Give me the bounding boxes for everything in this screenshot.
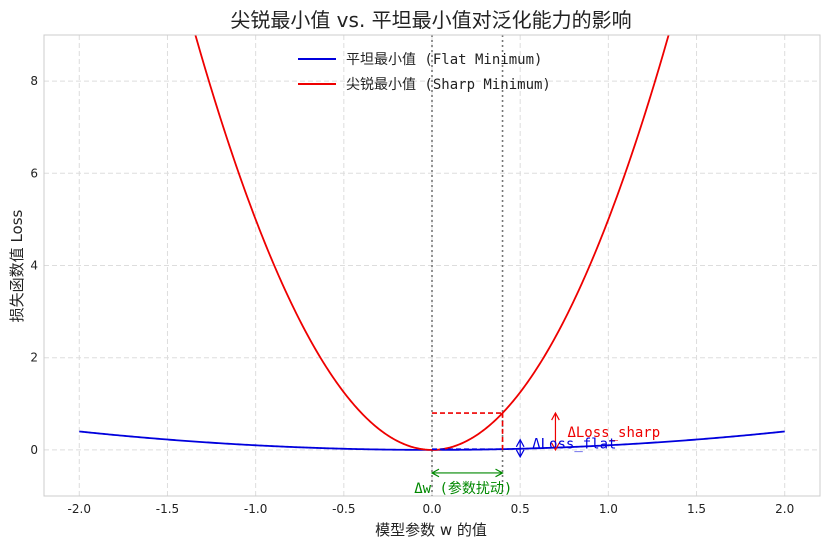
legend-label: 尖锐最小值 (Sharp Minimum) <box>346 77 551 93</box>
x-tick-label: 0.5 <box>511 502 530 516</box>
plot-frame <box>43 34 821 497</box>
x-tick-label: -1.5 <box>156 502 179 516</box>
y-ticks: 0 2 4 6 8 <box>30 74 38 457</box>
delta-loss-sharp-arrow <box>551 411 560 452</box>
delta-loss-flat-arrow-head <box>515 449 525 459</box>
delta-loss-sharp-arrow-head <box>551 442 560 452</box>
x-tick-label: -0.5 <box>332 502 355 516</box>
chart-title: 尖锐最小值 vs. 平坦最小值对泛化能力的影响 <box>230 8 631 32</box>
x-tick-label: -1.0 <box>244 502 267 516</box>
y-tick-label: 8 <box>30 74 38 88</box>
y-axis-label: 损失函数值 Loss <box>8 209 26 322</box>
legend-label: 平坦最小值 (Flat Minimum) <box>346 52 542 68</box>
delta-loss-flat-label: ΔLoss_flat <box>532 436 616 452</box>
x-tick-label: 0.0 <box>422 502 441 516</box>
y-tick-label: 2 <box>30 351 38 365</box>
delta-w-arrow <box>430 468 504 478</box>
delta-w-label: Δw (参数扰动) <box>414 480 512 497</box>
delta-loss-sharp-arrow-head <box>551 411 560 421</box>
x-tick-label: 1.5 <box>687 502 706 516</box>
delta-loss-flat-arrow <box>515 438 525 459</box>
delta-loss-flat-arrow-head <box>515 438 525 448</box>
x-axis-label: 模型参数 w 的值 <box>375 521 487 539</box>
delta-loss-sharp-label: ΔLoss_sharp <box>567 425 660 441</box>
x-tick-label: 2.0 <box>775 502 794 516</box>
y-tick-label: 4 <box>30 259 38 273</box>
plot-area <box>79 35 785 496</box>
legend: 平坦最小值 (Flat Minimum) 尖锐最小值 (Sharp Minimum… <box>298 52 551 93</box>
x-tick-label: 1.0 <box>599 502 618 516</box>
delta-w-arrow-head <box>495 468 504 478</box>
y-tick-label: 6 <box>30 166 38 180</box>
delta-w-arrow-head <box>430 468 440 478</box>
x-ticks: -2.0 -1.5 -1.0 -0.5 0.0 0.5 1.0 1.5 2.0 <box>68 502 795 516</box>
y-tick-label: 0 <box>30 443 38 457</box>
x-tick-label: -2.0 <box>68 502 91 516</box>
